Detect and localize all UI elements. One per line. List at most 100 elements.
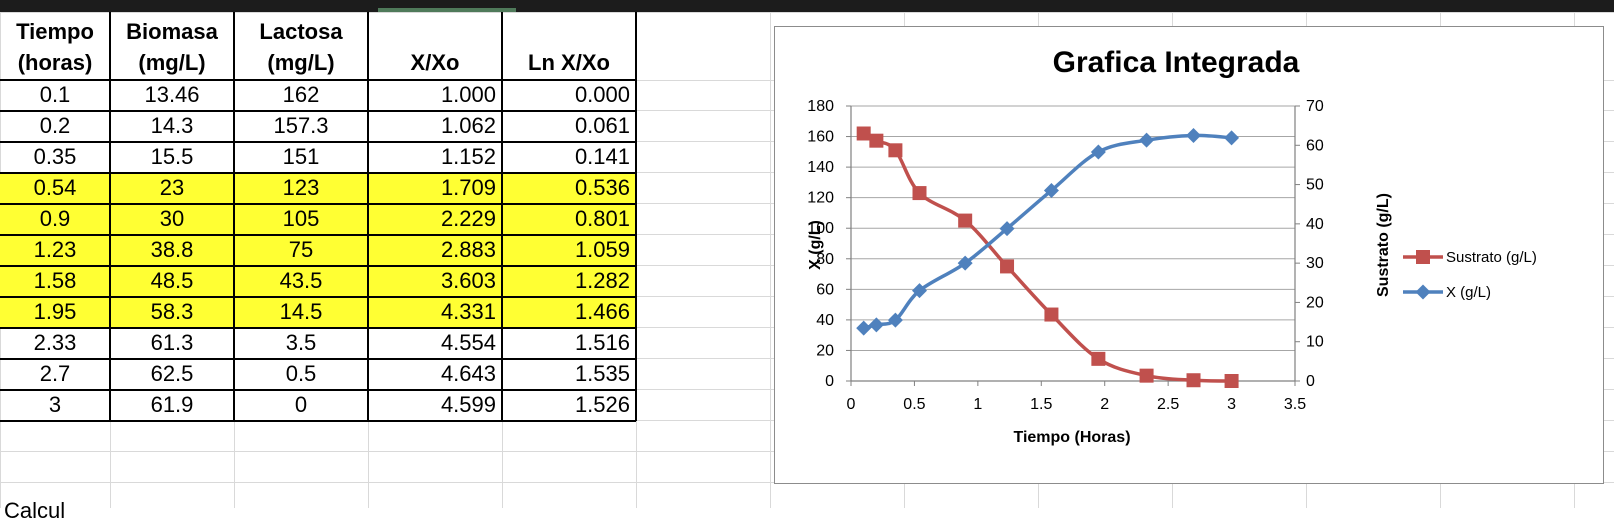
cell-text-cutoff[interactable]: Calcul [4, 498, 66, 523]
x-axis-title: Tiempo (Horas) [1013, 429, 1130, 446]
table-cell[interactable]: 2.7 [39, 361, 71, 386]
table-cell[interactable]: 0.801 [574, 206, 630, 231]
table-cell[interactable]: 1.526 [574, 392, 630, 417]
data-point [1091, 351, 1106, 366]
y-left-tick-label: 60 [816, 281, 834, 298]
table-cell[interactable]: 2.883 [440, 237, 496, 262]
table-cell[interactable]: 1.466 [574, 299, 630, 324]
table-cell[interactable]: 3.603 [440, 268, 496, 293]
table-cell[interactable]: 1.535 [574, 361, 630, 386]
y-right-tick-label: 60 [1306, 137, 1324, 154]
legend-label: X (g/L) [1446, 284, 1491, 301]
table-cell[interactable]: 4.599 [440, 392, 496, 417]
row-highlight [0, 235, 636, 266]
table-cell[interactable]: 0.54 [33, 175, 77, 200]
data-point [1186, 127, 1202, 143]
table-cell[interactable]: 0.35 [33, 144, 77, 169]
chart-axes: 0204060801001201401601800102030405060700… [807, 98, 1324, 413]
table-cell[interactable]: 1.152 [440, 144, 496, 169]
y-left-tick-label: 20 [816, 342, 834, 359]
table-cell[interactable]: 1.282 [574, 268, 630, 293]
table-cell[interactable]: 14.5 [279, 299, 323, 324]
table-cell[interactable]: 1.23 [33, 237, 77, 262]
table-cell[interactable]: 13.46 [144, 82, 200, 107]
column-header[interactable]: X/Xo [368, 14, 502, 80]
column-header-line: (horas) [17, 50, 93, 75]
column-header-line: Lactosa [259, 19, 343, 44]
table-cell[interactable]: 4.643 [440, 361, 496, 386]
window-title-bar [0, 0, 1614, 12]
data-point [1139, 132, 1155, 148]
table-cell[interactable]: 0.1 [39, 82, 71, 107]
table-cell[interactable]: 1.516 [574, 330, 630, 355]
table-cell[interactable]: 1.58 [33, 268, 77, 293]
table-cell[interactable]: 2.229 [440, 206, 496, 231]
y-right-tick-label: 70 [1306, 98, 1324, 115]
table-cell[interactable]: 75 [288, 237, 314, 262]
column-header[interactable]: Biomasa (mg/L) [110, 14, 234, 80]
data-point [888, 143, 903, 158]
y-left-tick-label: 120 [807, 190, 834, 207]
chart-legend: Sustrato (g/L) X (g/L) [1403, 249, 1537, 301]
table-cell[interactable]: 0.536 [574, 175, 630, 200]
x-tick-label: 3.5 [1284, 396, 1306, 413]
table-cell[interactable]: 62.5 [150, 361, 194, 386]
table-cell[interactable]: 61.3 [150, 330, 194, 355]
column-header-line: Tiempo [16, 19, 94, 44]
table-cell[interactable]: 157.3 [273, 113, 329, 138]
table-cell[interactable]: 23 [159, 175, 185, 200]
table-cell[interactable]: 43.5 [279, 268, 323, 293]
table-cell[interactable]: 151 [282, 144, 320, 169]
table-cell[interactable]: 3.5 [285, 330, 317, 355]
table-cell[interactable]: 0.000 [574, 82, 630, 107]
column-header-line: (mg/L) [267, 50, 335, 75]
y-left-tick-label: 0 [825, 373, 834, 390]
row-highlight [0, 297, 636, 328]
table-cell[interactable]: 1.059 [574, 237, 630, 262]
chart-container[interactable]: Grafica Integrada Tiempo (Horas) X (g/L)… [774, 26, 1604, 484]
table-cell[interactable]: 1.000 [440, 82, 496, 107]
table-cell[interactable]: 14.3 [150, 113, 194, 138]
table-cell[interactable]: 58.3 [150, 299, 194, 324]
column-header[interactable]: Tiempo (horas) [0, 14, 110, 80]
column-header[interactable]: Lactosa (mg/L) [234, 14, 368, 80]
table-cell[interactable]: 162 [282, 82, 320, 107]
table-cell[interactable]: 0.9 [39, 206, 71, 231]
column-header-line: (mg/L) [138, 50, 206, 75]
table-cell[interactable]: 3 [48, 392, 62, 417]
table-cell[interactable]: 0.2 [39, 113, 71, 138]
column-header[interactable]: Ln X/Xo [502, 14, 636, 80]
x-tick-label: 2.5 [1157, 396, 1179, 413]
series-group[interactable] [856, 126, 1239, 389]
table-cell[interactable]: 0.061 [574, 113, 630, 138]
data-point [912, 283, 928, 299]
table-cell[interactable]: 1.95 [33, 299, 77, 324]
data-point [912, 186, 927, 201]
table-cell[interactable]: 61.9 [150, 392, 194, 417]
data-point [856, 320, 872, 336]
y-left-tick-label: 140 [807, 159, 834, 176]
table-cell[interactable]: 1.062 [440, 113, 496, 138]
table-cell[interactable]: 48.5 [150, 268, 194, 293]
chart-plot: Grafica Integrada Tiempo (Horas) X (g/L)… [807, 46, 1537, 446]
y-left-tick-label: 40 [816, 312, 834, 329]
table-cell[interactable]: 4.331 [440, 299, 496, 324]
y-right-tick-label: 10 [1306, 334, 1324, 351]
x-tick-label: 0.5 [903, 396, 925, 413]
table-cell[interactable]: 30 [159, 206, 185, 231]
table-cell[interactable]: 15.5 [150, 144, 194, 169]
series-group[interactable] [856, 127, 1240, 336]
table-cell[interactable]: 0 [294, 392, 308, 417]
table-cell[interactable]: 1.709 [440, 175, 496, 200]
table-cell[interactable]: 0.5 [285, 361, 317, 386]
x-tick-label: 1.5 [1030, 396, 1052, 413]
table-cell[interactable]: 4.554 [440, 330, 496, 355]
data-point [999, 221, 1015, 237]
table-cell[interactable]: 38.8 [150, 237, 194, 262]
data-point [1043, 182, 1059, 198]
table-cell[interactable]: 0.141 [574, 144, 630, 169]
table-cell[interactable]: 105 [282, 206, 320, 231]
table-cell[interactable]: 123 [282, 175, 320, 200]
column-header-line: Biomasa [126, 19, 218, 44]
table-cell[interactable]: 2.33 [33, 330, 77, 355]
